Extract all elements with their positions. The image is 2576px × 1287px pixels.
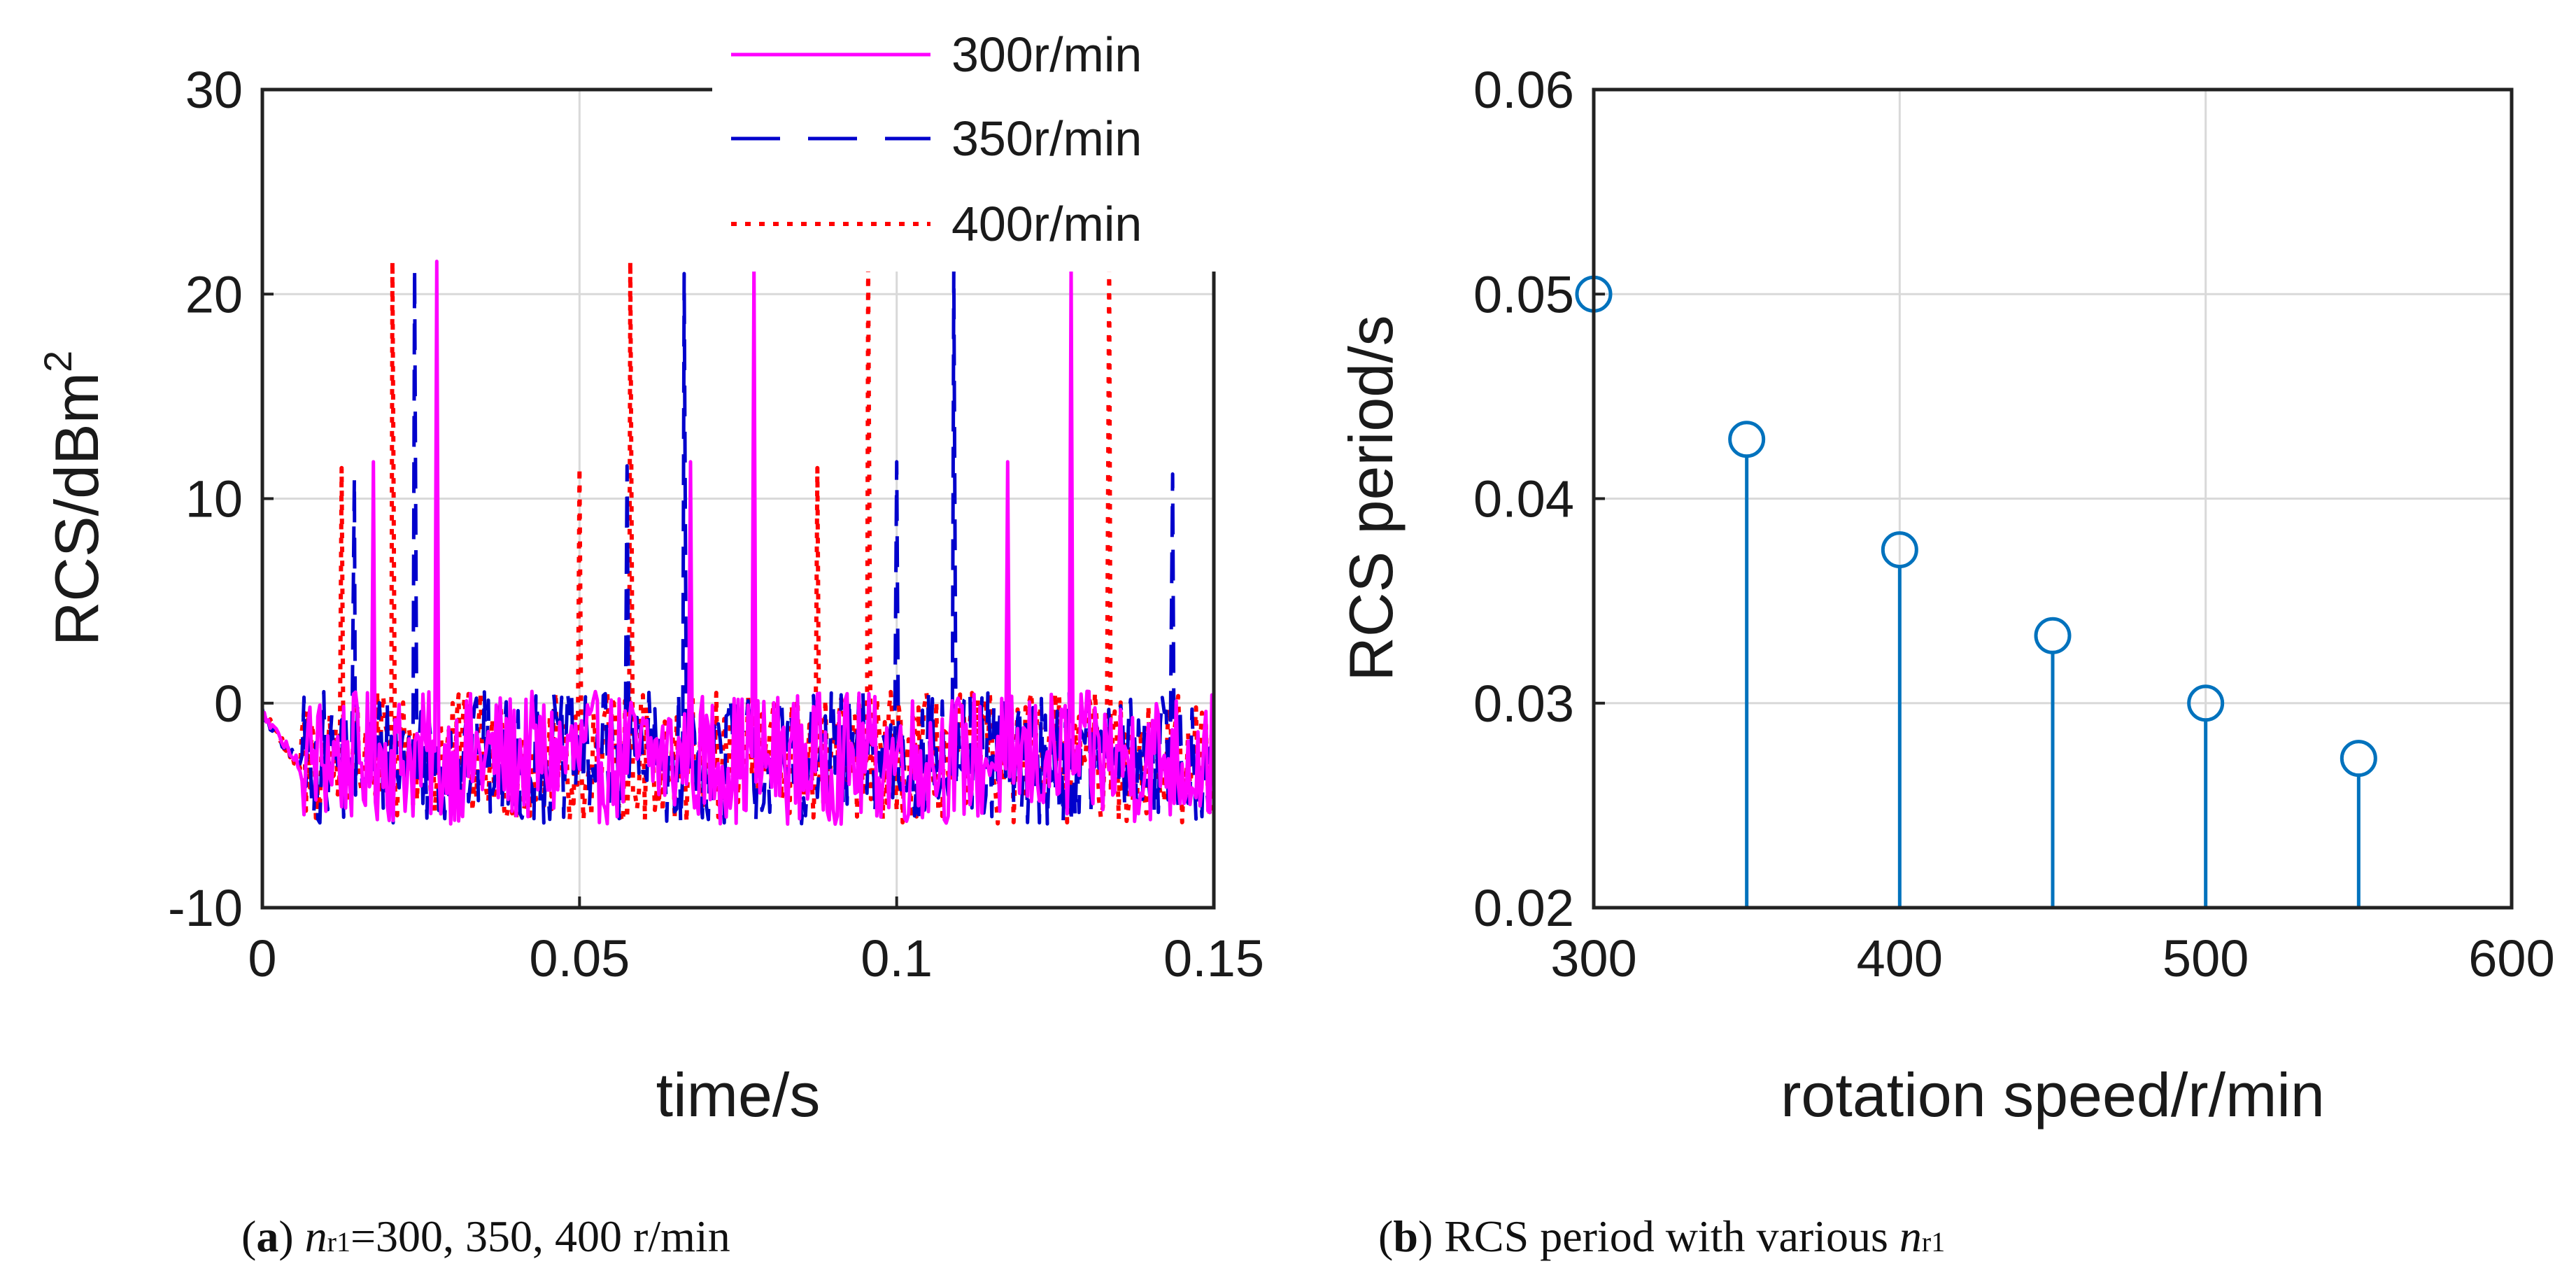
panel-a-chart: 0 0.05 0.1 0.15-100102030300r/min350r/min40… <box>36 13 1264 1130</box>
ytick-label-b: 0.05 <box>1473 265 1574 323</box>
ytick-label-a: 30 <box>185 61 243 119</box>
caption-a-sub: r1 <box>327 1226 351 1258</box>
stem-marker-400 <box>1881 531 1918 569</box>
series-line-300r/min <box>262 260 1214 827</box>
stem-marker-450 <box>2034 617 2072 654</box>
ytick-label-b: 0.06 <box>1473 61 1574 119</box>
legend-label-400r/min: 400r/min <box>951 197 1142 251</box>
ytick-label-a: 10 <box>185 470 243 528</box>
ytick-label-b: 0.04 <box>1473 470 1574 528</box>
panel-b-chart: 300 400 500 600 0.02 0.03 0.04 0.05 0.06 rotation… <box>1336 61 2555 1130</box>
caption-a-text: =300, 350, 400 r/min <box>350 1211 730 1261</box>
ytick-label-a: 20 <box>185 265 243 323</box>
legend-label-350r/min: 350r/min <box>951 111 1142 166</box>
xtick-label-a: 0.05 <box>529 929 630 987</box>
axes-frame-b <box>1592 87 2514 910</box>
y-axis-label-a-sup: 2 <box>36 351 80 372</box>
xtick-label-b: 600 <box>2468 929 2554 987</box>
stem-marker-550 <box>2340 740 2377 778</box>
xtick-label-b: 300 <box>1550 929 1636 987</box>
y-axis-label-b: RCS period/s <box>1336 315 1406 681</box>
caption-b-sub: r1 <box>1921 1226 1946 1258</box>
caption-a-label: a <box>256 1211 279 1261</box>
caption-b-var: n <box>1899 1211 1922 1261</box>
legend-label-300r/min: 300r/min <box>951 27 1142 82</box>
x-axis-label-b: rotation speed/r/min <box>1781 1060 2325 1130</box>
xtick-label-a: 0.15 <box>1163 929 1264 987</box>
xtick-label-a: 0.1 <box>861 929 933 987</box>
stem-marker-500 <box>2187 684 2225 722</box>
ytick-label-a: 0 <box>214 675 243 733</box>
ytick-label-b: 0.03 <box>1473 675 1574 733</box>
y-axis-label-a: RCS/dBm2 <box>36 351 111 646</box>
xtick-label-b: 400 <box>1857 929 1943 987</box>
xtick-label-a: 0 <box>248 929 276 987</box>
caption-b: (b) RCS period with various nr1 <box>1378 1211 1946 1261</box>
y-axis-label-a-main: RCS/dBm <box>42 372 111 646</box>
caption-a: (a) nr1=300, 350, 400 r/min <box>241 1211 730 1261</box>
xtick-label-b: 500 <box>2163 929 2249 987</box>
caption-a-var: n <box>304 1211 327 1261</box>
caption-b-text: RCS period with various <box>1433 1211 1899 1261</box>
ytick-label-a: -10 <box>168 879 243 937</box>
x-axis-label-a: time/s <box>656 1060 821 1130</box>
ytick-label-b: 0.02 <box>1473 879 1574 937</box>
legend-a: 300r/min 350r/min 400r/min <box>712 13 1217 272</box>
caption-b-label: b <box>1393 1211 1418 1261</box>
stem-marker-350 <box>1728 421 1766 458</box>
